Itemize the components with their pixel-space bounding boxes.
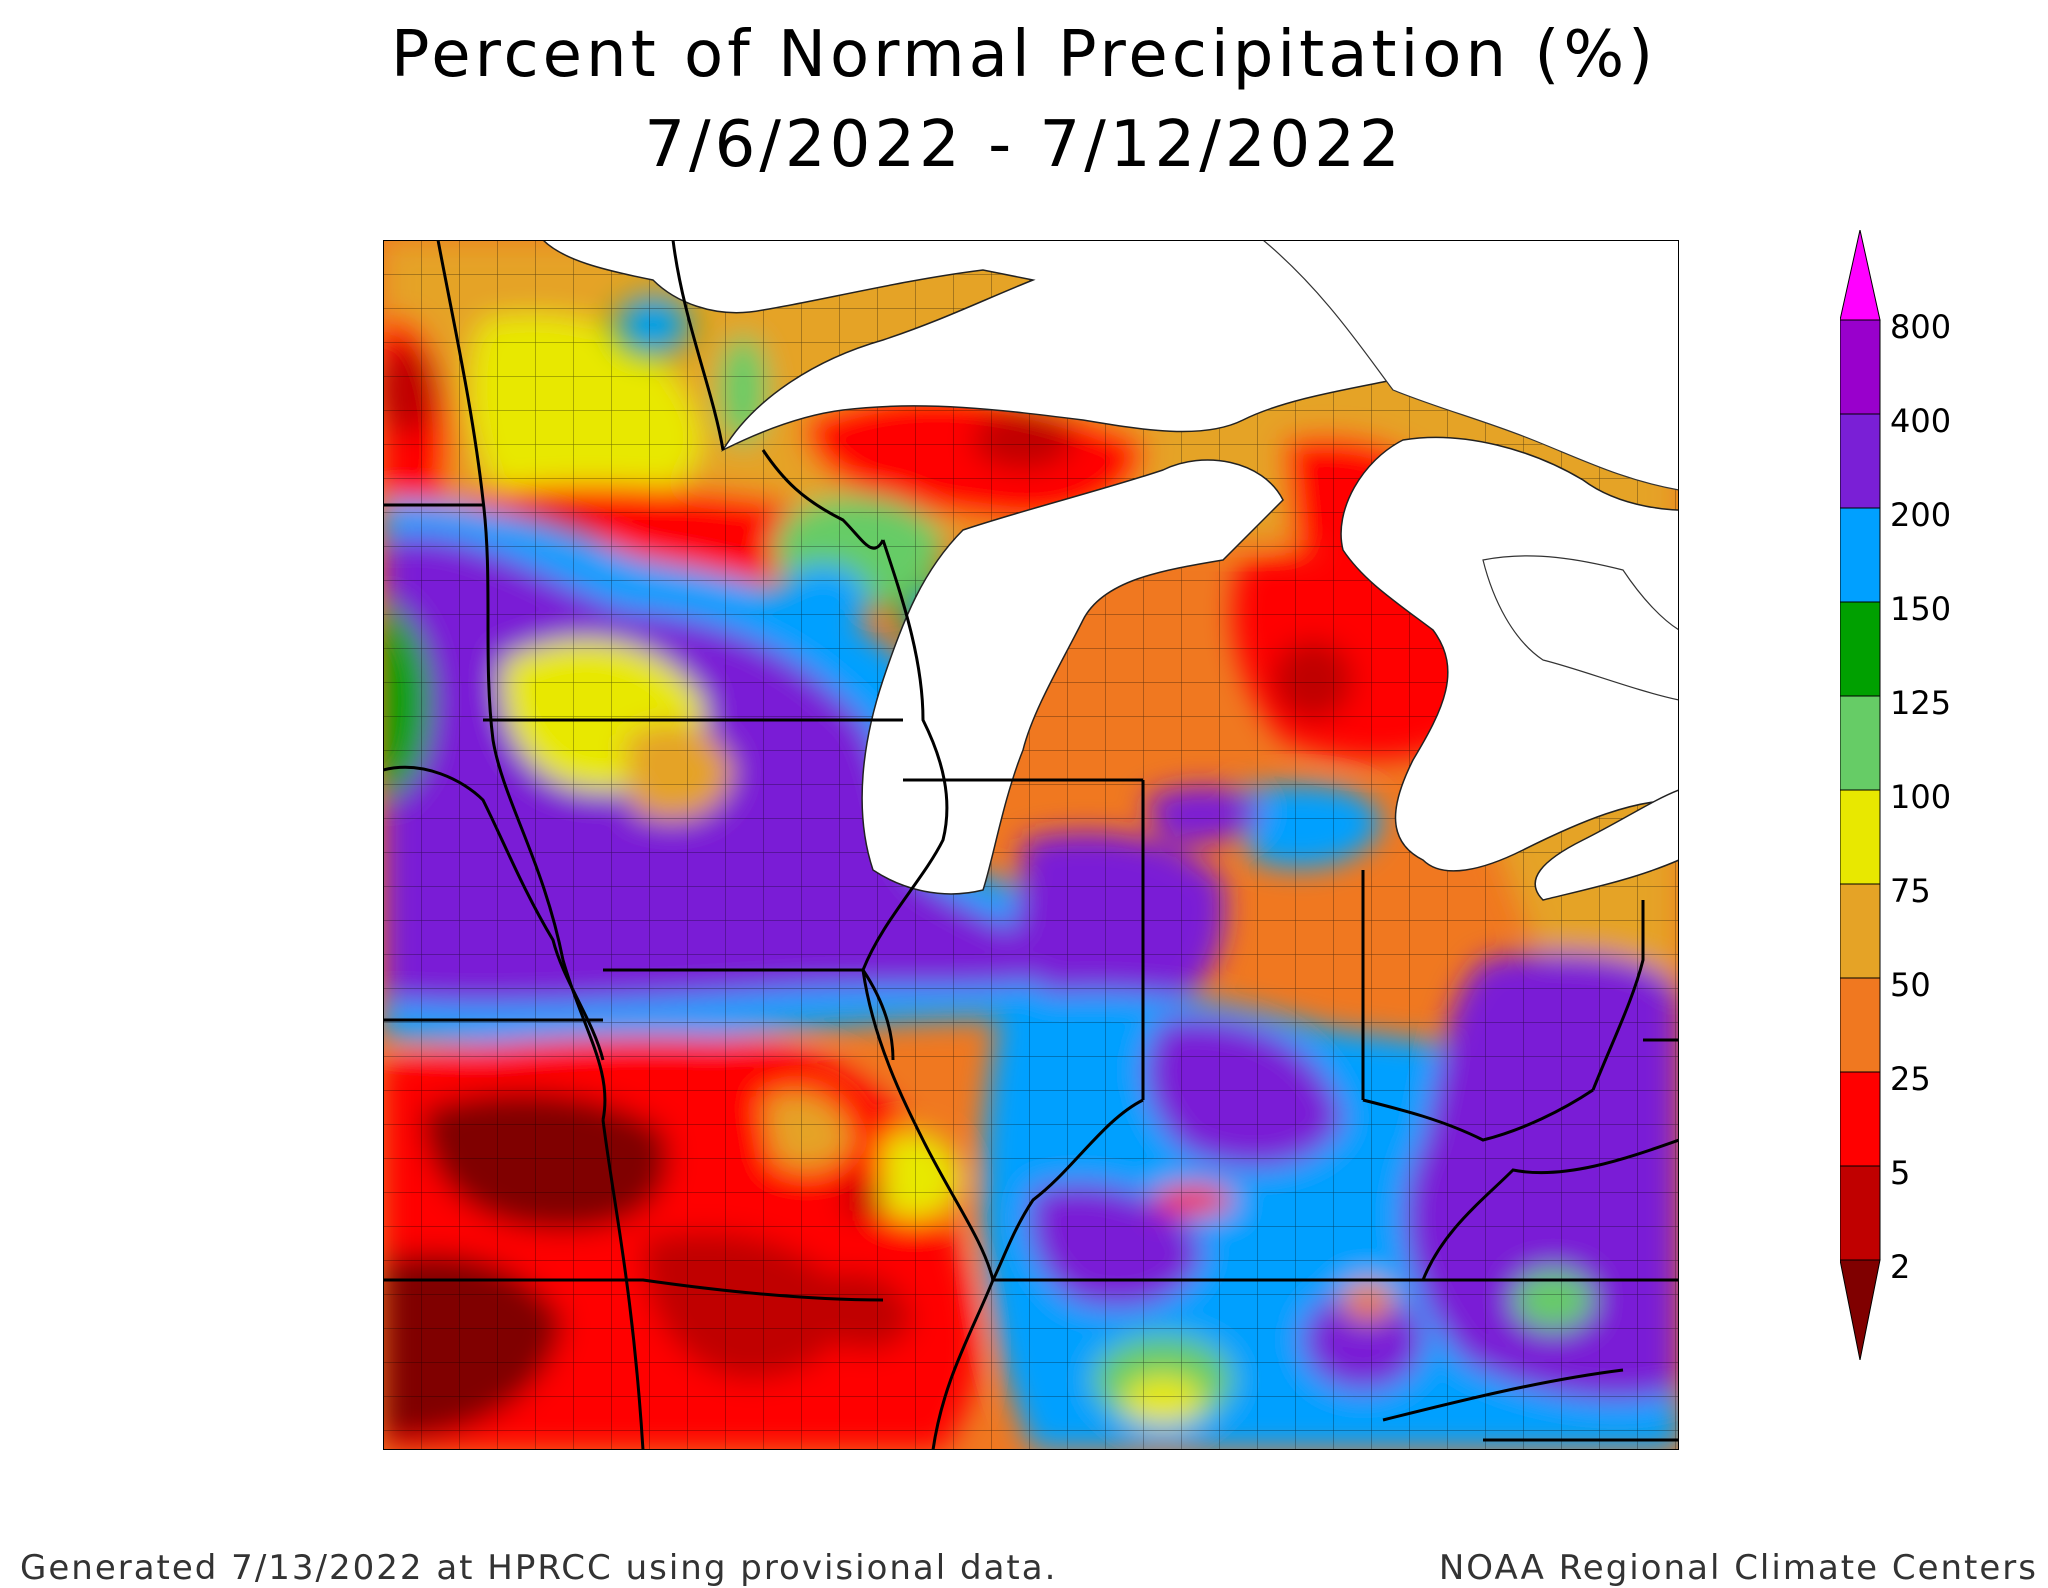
legend-swatch-125-150 (1840, 601, 1881, 697)
legend-label-2: 2 (1890, 1248, 1911, 1286)
lake-erie (1534, 789, 1679, 901)
map-date-range: 7/6/2022 - 7/12/2022 (644, 108, 1404, 182)
legend-swatch-100-125 (1840, 695, 1881, 791)
map-title: Percent of Normal Precipitation (%) (390, 18, 1658, 92)
legend-swatch-200-400 (1840, 413, 1881, 509)
map-frame (383, 240, 1679, 1450)
legend-label-200: 200 (1890, 496, 1952, 534)
legend-swatch-under-2 (1840, 1259, 1881, 1360)
legend-swatch-25-50 (1840, 977, 1881, 1073)
legend-label-125: 125 (1890, 684, 1952, 722)
legend-label-5: 5 (1890, 1154, 1911, 1192)
legend-label-50: 50 (1890, 966, 1931, 1004)
legend-swatch-150-200 (1840, 507, 1881, 603)
lake-michigan (861, 459, 1284, 895)
legend-swatch-50-75 (1840, 883, 1881, 979)
legend-label-800: 800 (1890, 308, 1952, 346)
legend-swatch-400-800 (1840, 319, 1881, 415)
legend-swatch-over-800 (1840, 230, 1881, 321)
legend-label-400: 400 (1890, 402, 1952, 440)
legend-swatch-5-25 (1840, 1071, 1881, 1167)
legend-label-100: 100 (1890, 778, 1952, 816)
legend-swatch-2-5 (1840, 1165, 1881, 1261)
color-legend (1840, 230, 1881, 1360)
canada-land (1262, 240, 1679, 701)
lake-huron-erie (1340, 436, 1679, 872)
source-credit: NOAA Regional Climate Centers (1438, 1548, 2038, 1588)
great-lakes (541, 240, 1679, 901)
generated-note: Generated 7/13/2022 at HPRCC using provi… (20, 1548, 1058, 1588)
legend-label-150: 150 (1890, 590, 1952, 628)
state-borders (383, 240, 1679, 1450)
legend-label-25: 25 (1890, 1060, 1931, 1098)
legend-label-75: 75 (1890, 872, 1931, 910)
legend-swatch-75-100 (1840, 789, 1881, 885)
precipitation-map (383, 240, 1679, 1450)
